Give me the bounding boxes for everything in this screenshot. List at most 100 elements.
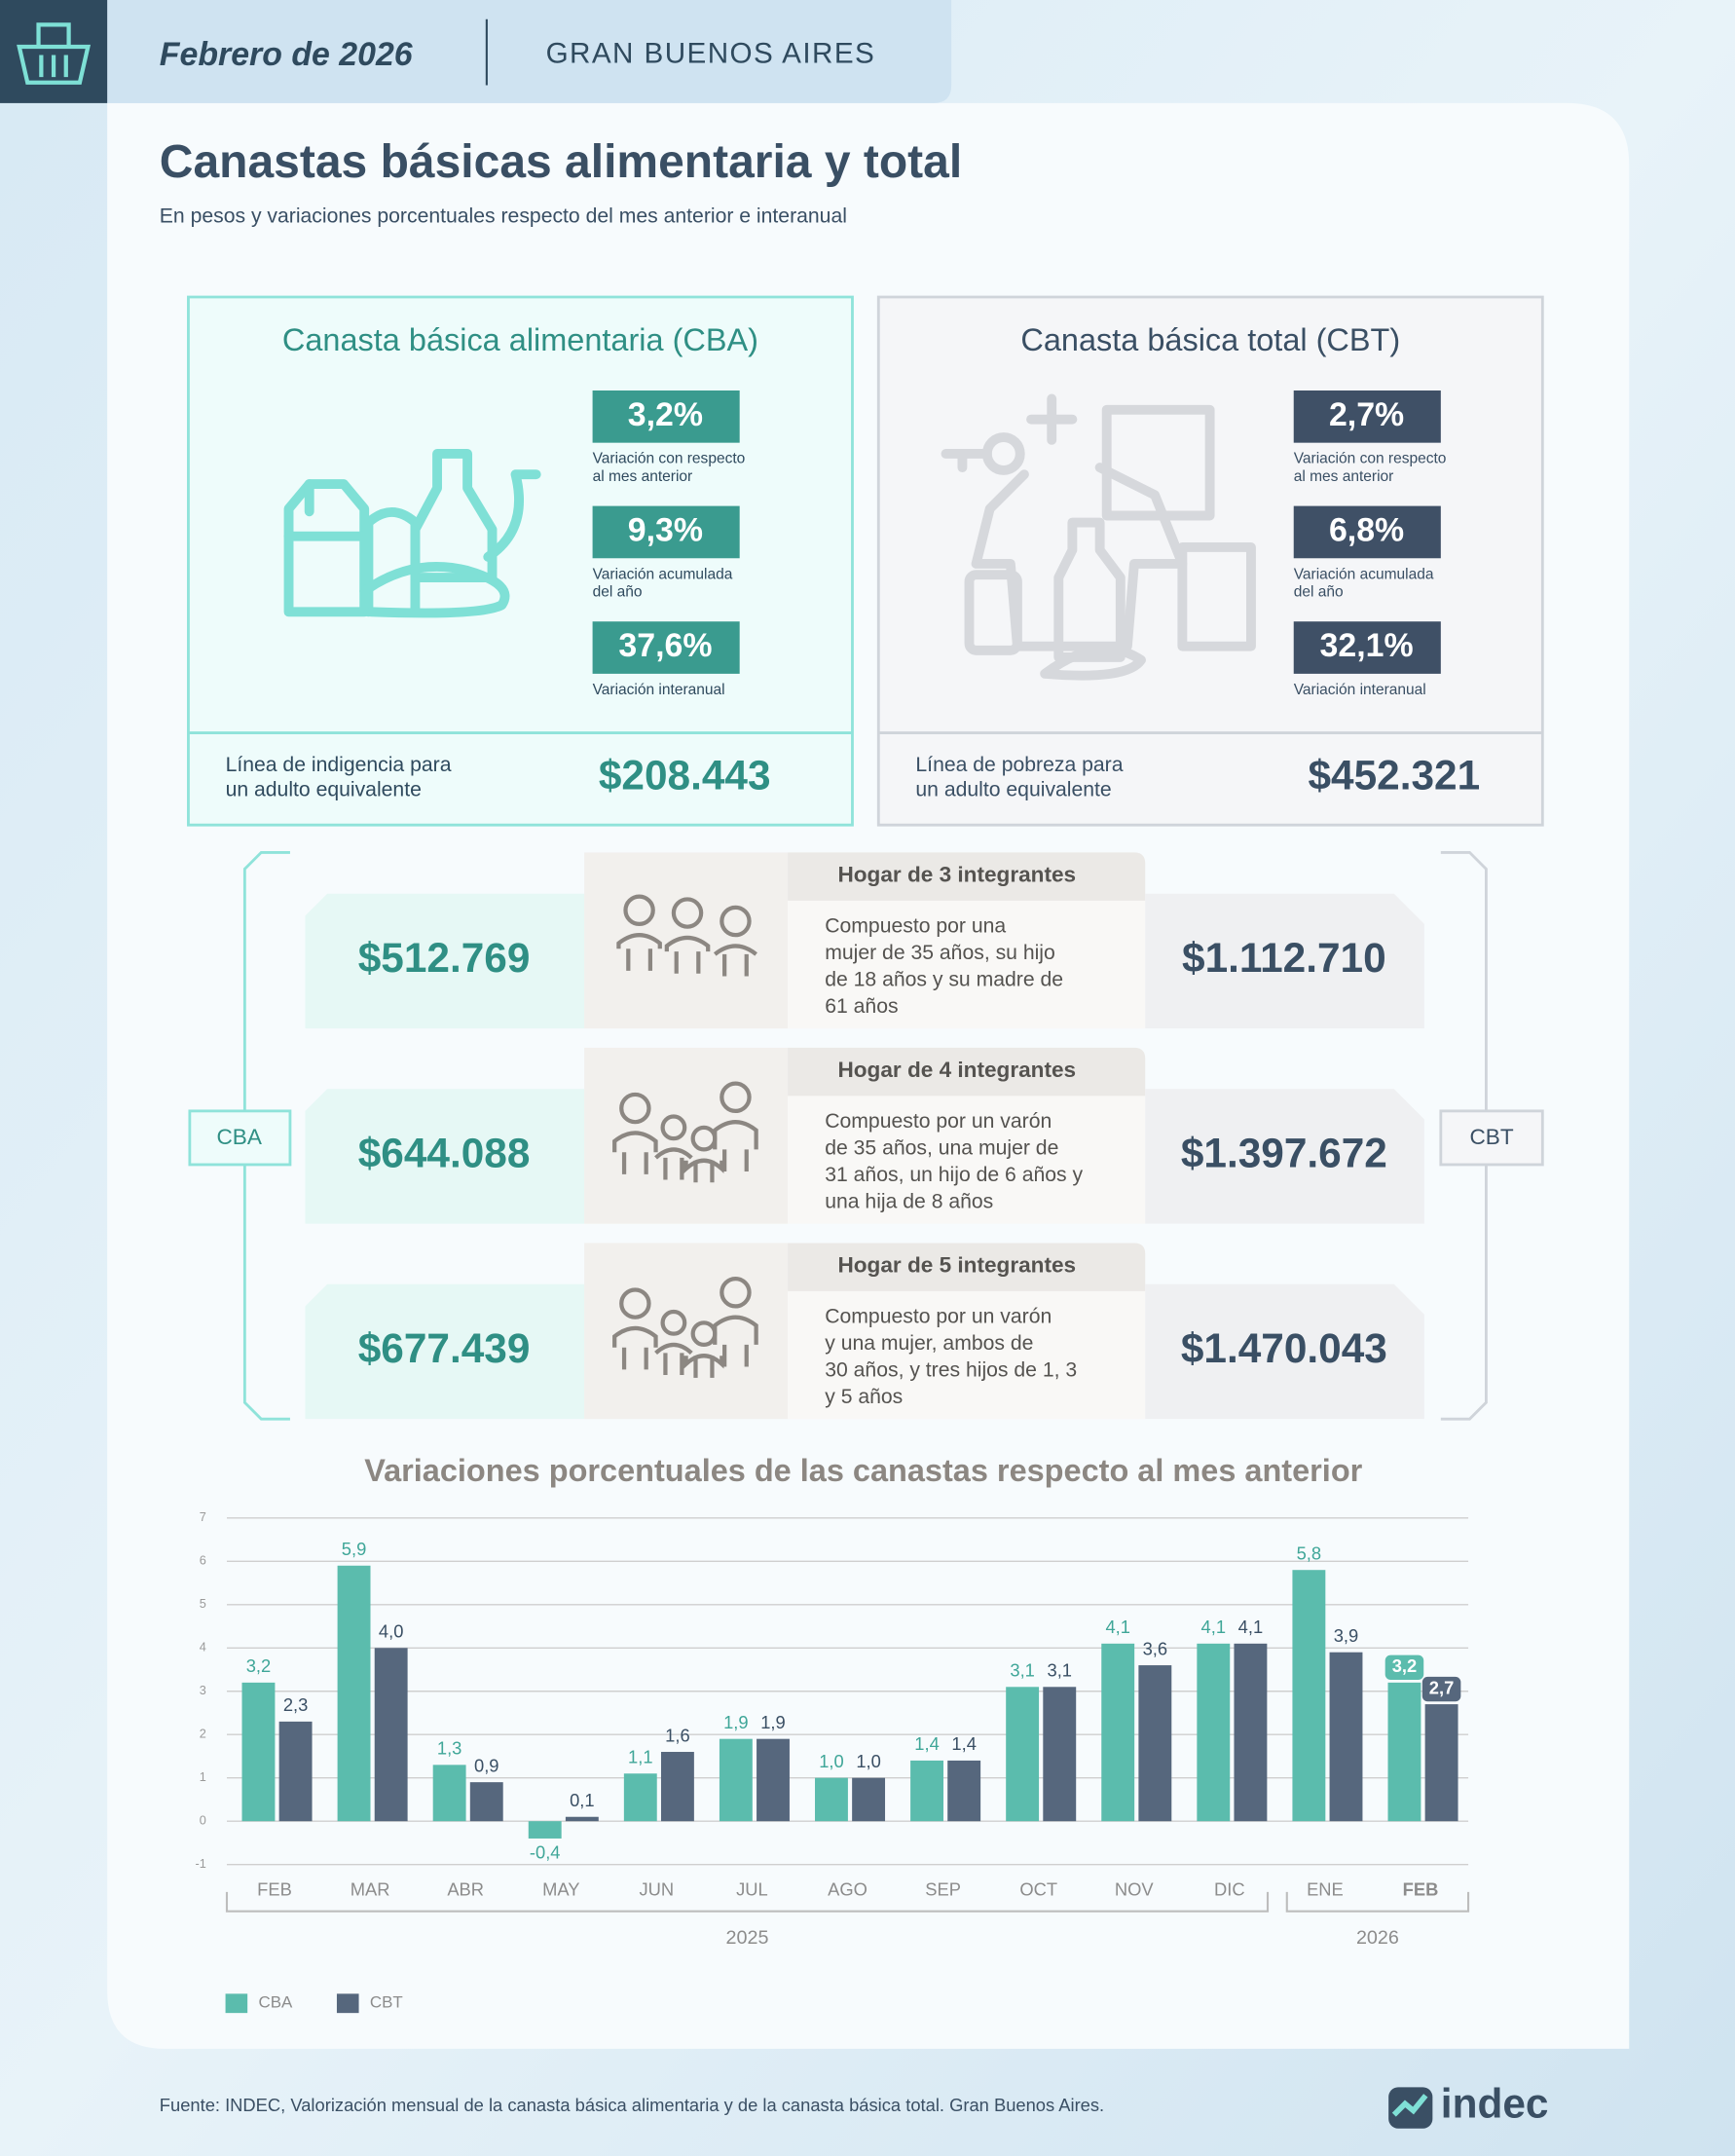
stat-label: del año: [1294, 584, 1344, 601]
x-tick-label: NOV: [1115, 1878, 1155, 1899]
basket-icon: [17, 22, 92, 85]
stat-label: Variación con respecto: [593, 451, 746, 467]
value-label: 3,9: [1334, 1625, 1359, 1646]
header-icon-box: [0, 0, 108, 103]
line-label: un adulto equivalente: [226, 778, 422, 800]
y-tick-label: 3: [200, 1684, 206, 1697]
description-area: [788, 893, 1146, 1029]
page-title: Canastas básicas alimentaria y total: [160, 136, 962, 188]
person-head: [660, 1114, 687, 1141]
value-label: 3,1: [1047, 1660, 1072, 1681]
person-head: [690, 1125, 718, 1152]
stat-label: Variación interanual: [1294, 682, 1426, 698]
cba-icon: [283, 449, 541, 618]
chart-title: Variaciones porcentuales de las canastas…: [364, 1453, 1362, 1488]
value-label: 1,3: [437, 1738, 462, 1759]
description-area: [788, 1283, 1146, 1420]
household-description: Compuesto por una: [825, 914, 1006, 937]
description-area: [788, 1089, 1146, 1224]
household-description: 61 años: [825, 995, 898, 1018]
x-tick-label: FEB: [257, 1878, 292, 1899]
header-bar: [107, 0, 952, 103]
stat-value: 6,8%: [1329, 511, 1404, 548]
line-amount: $208.443: [599, 752, 771, 798]
person-body: [612, 1325, 658, 1370]
header-date: Febrero de 2026: [160, 36, 414, 73]
title-tab: [788, 1243, 1146, 1291]
person-head: [671, 897, 704, 929]
value-label-box: [1384, 1654, 1424, 1681]
person-head: [720, 905, 752, 938]
year-label: 2026: [1356, 1927, 1399, 1949]
bar: [852, 1777, 886, 1822]
value-label: 5,8: [1297, 1543, 1322, 1564]
cbt-label-box: [1439, 1109, 1544, 1167]
icon-area: [584, 1243, 789, 1420]
household-title: Hogar de 3 integrantes: [837, 862, 1076, 886]
page-subtitle: En pesos y variaciones porcentuales resp…: [160, 205, 847, 228]
cba-amount: $512.769: [358, 935, 531, 981]
y-tick-label: 5: [200, 1597, 206, 1611]
bar: [719, 1738, 753, 1822]
value-label: 2,7: [1429, 1677, 1455, 1697]
bar: [1006, 1687, 1040, 1822]
bar: [623, 1773, 657, 1822]
stat-value: 9,3%: [628, 511, 703, 548]
value-label: 1,4: [951, 1733, 977, 1754]
person-head: [690, 1320, 718, 1348]
person-body: [616, 933, 662, 971]
person-head: [619, 1287, 651, 1320]
bar: [1197, 1643, 1231, 1822]
legend-swatch: [336, 1993, 359, 2014]
x-tick-label: FEB: [1403, 1878, 1439, 1899]
person-head: [660, 1309, 687, 1336]
cbt-amount-box: [1145, 1283, 1424, 1420]
y-tick-label: 7: [200, 1510, 206, 1524]
bar: [1424, 1704, 1458, 1822]
value-label: 1,1: [628, 1747, 653, 1767]
x-tick-label: SEP: [925, 1878, 961, 1899]
household-description: 31 años, un hijo de 6 años y: [825, 1164, 1083, 1186]
logo-mark: [1388, 2087, 1433, 2129]
bar: [337, 1565, 371, 1822]
stat-label: del año: [593, 584, 643, 601]
bar: [432, 1765, 466, 1822]
person-body: [683, 1354, 724, 1378]
stat-box: [592, 505, 740, 559]
x-tick-label: DIC: [1214, 1878, 1245, 1899]
cba-amount: $677.439: [358, 1325, 531, 1371]
year-bracket: [1285, 1891, 1470, 1913]
household-description: de 35 años, una mujer de: [825, 1136, 1058, 1159]
line-label: un adulto equivalente: [915, 778, 1111, 800]
cba-side-label: CBA: [216, 1125, 262, 1149]
stat-value: 2,7%: [1329, 396, 1404, 433]
person-body: [713, 1120, 758, 1172]
value-label: 0,9: [474, 1755, 499, 1775]
bar: [910, 1760, 943, 1822]
value-label: 4,1: [1105, 1617, 1130, 1637]
bar: [374, 1648, 408, 1822]
title-tab: [788, 1047, 1146, 1097]
cbt-amount: $1.112.710: [1182, 935, 1386, 981]
cba-amount-box: [305, 1283, 585, 1420]
cbt-amount: $1.397.672: [1181, 1131, 1387, 1176]
source-note: Fuente: INDEC, Valorización mensual de l…: [160, 2095, 1104, 2115]
cba-label-box: [188, 1109, 292, 1167]
family-icon: [612, 1081, 758, 1183]
year-label: 2025: [726, 1927, 769, 1949]
person-head: [720, 1081, 752, 1114]
card-contents: Canasta básica alimentaria (CBA) 3,2% Vari…: [226, 322, 1481, 800]
stat-value: 37,6%: [618, 627, 712, 664]
household-rows: Hogar de 3 integrantes Compuesto por una m…: [305, 852, 1424, 1420]
y-tick-label: 2: [200, 1728, 206, 1741]
stat-label: al mes anterior: [593, 468, 693, 485]
bar: [947, 1760, 981, 1822]
x-tick-label: AGO: [828, 1878, 868, 1899]
stat-label: Variación con respecto: [1294, 451, 1447, 467]
stat-label: Variación acumulada: [593, 566, 733, 582]
bar: [1101, 1643, 1135, 1822]
legend-swatch: [225, 1993, 248, 2014]
person-body: [612, 1131, 658, 1174]
bar: [1387, 1682, 1421, 1822]
cbt-icon: [941, 393, 1256, 681]
